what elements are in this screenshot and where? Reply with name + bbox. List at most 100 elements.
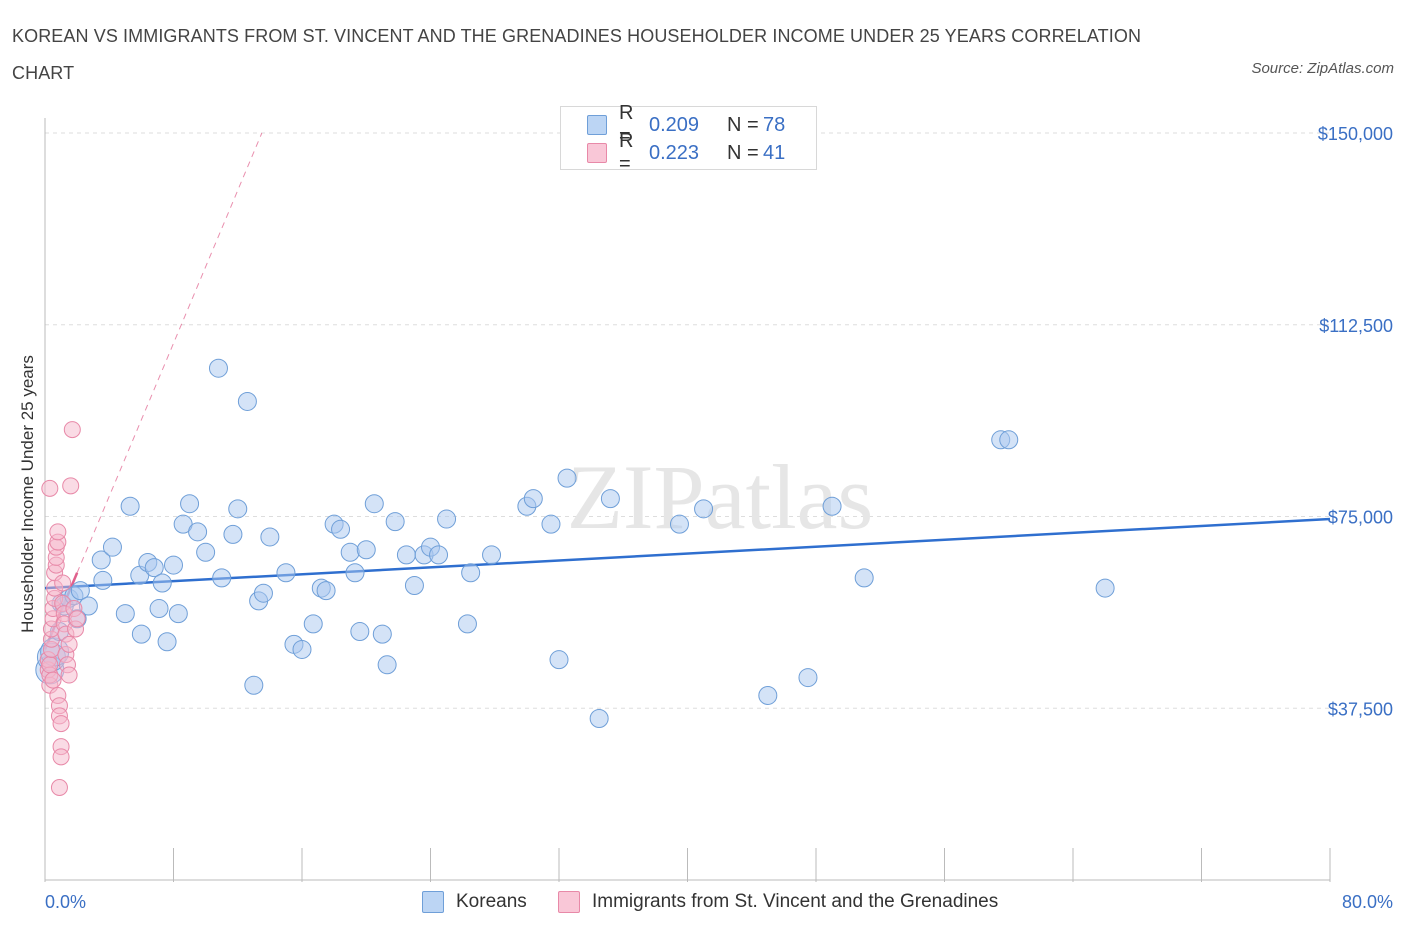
immigrant-point — [62, 477, 80, 495]
korean-point — [1095, 578, 1115, 598]
korean-point — [115, 604, 135, 624]
immigrant-point — [41, 479, 59, 497]
korean-point — [557, 468, 577, 488]
korean-point — [356, 540, 376, 560]
korean-point — [589, 708, 609, 728]
korean-point — [457, 614, 477, 634]
trend-lines — [43, 132, 1331, 650]
korean-point — [549, 650, 569, 670]
korean-point — [404, 576, 424, 596]
korean-point — [461, 563, 481, 583]
n-label: N = — [727, 113, 759, 136]
immigrant-point — [50, 779, 68, 797]
axes — [44, 118, 1331, 882]
immigrants-legend-label: Immigrants from St. Vincent and the Gren… — [592, 891, 999, 912]
korean-point — [93, 570, 113, 590]
immigrant-point — [44, 671, 62, 689]
korean-point — [345, 563, 365, 583]
immigrant-point — [68, 610, 86, 628]
korean-point — [120, 496, 140, 516]
korean-point — [152, 573, 172, 593]
korean-point — [164, 555, 183, 575]
korean-point — [149, 599, 169, 619]
korean-point — [91, 550, 111, 570]
immigrant-point — [52, 748, 70, 766]
korean-point — [523, 489, 543, 509]
korean-point — [212, 568, 232, 588]
korean-point — [822, 496, 842, 516]
korean-point — [276, 563, 296, 583]
korean-point — [244, 675, 264, 695]
n-value-immigrants: 41 — [763, 141, 786, 164]
legend-item-immigrants[interactable]: Immigrants from St. Vincent and the Gren… — [558, 888, 998, 916]
korean-point — [70, 581, 90, 601]
r-value-koreans: 0.209 — [649, 113, 700, 136]
chart-title: KOREAN VS IMMIGRANTS FROM ST. VINCENT AN… — [12, 26, 1142, 83]
korean-point — [482, 545, 502, 565]
korean-point — [223, 524, 243, 544]
legend-row-koreans: R = 0.209 N = 78 — [587, 102, 786, 147]
korean-point — [168, 604, 188, 624]
y-tick-label: $150,000 — [1318, 124, 1393, 144]
immigrants-swatch — [587, 143, 607, 163]
koreans-trend-line — [44, 517, 1331, 590]
korean-point — [102, 537, 122, 557]
korean-point — [396, 545, 416, 565]
immigrant-point — [54, 574, 72, 592]
korean-point — [316, 581, 336, 601]
korean-point — [372, 624, 392, 644]
korean-point — [144, 558, 164, 578]
data-points — [35, 358, 1115, 797]
korean-point — [798, 668, 818, 688]
korean-point — [694, 499, 714, 519]
korean-point — [999, 430, 1019, 450]
y-tick-label: $112,500 — [1319, 316, 1393, 336]
korean-point — [364, 494, 384, 514]
y-tick-label: $75,000 — [1328, 508, 1393, 528]
korean-point — [196, 542, 216, 562]
korean-point — [854, 568, 874, 588]
immigrant-point — [41, 656, 59, 674]
korean-point — [237, 391, 257, 411]
korean-point — [188, 522, 208, 542]
tick-labels: $37,500 $75,000 $112,500 $150,000 0.0% 80.0% — [45, 124, 1393, 912]
immigrants-legend-swatch — [558, 891, 580, 913]
r-value-immigrants: 0.223 — [649, 141, 700, 164]
y-axis-label: Householder Income Under 25 years — [18, 355, 37, 633]
immigrant-point — [49, 523, 67, 541]
immigrant-point — [63, 421, 81, 439]
korean-point — [600, 489, 620, 509]
legend-item-koreans[interactable]: Koreans — [422, 888, 527, 916]
korean-point — [350, 622, 370, 642]
korean-point — [429, 545, 449, 565]
korean-point — [541, 514, 561, 534]
korean-point — [758, 685, 778, 705]
n-label: N = — [727, 141, 759, 164]
korean-point — [260, 527, 280, 547]
korean-point — [157, 632, 177, 652]
immigrant-point — [60, 635, 78, 653]
r-label: R = — [619, 130, 634, 175]
y-tick-label: $37,500 — [1328, 699, 1393, 719]
immigrant-point — [60, 666, 78, 684]
koreans-legend-label: Koreans — [456, 891, 527, 912]
korean-point — [385, 512, 405, 532]
korean-point — [292, 639, 312, 659]
korean-point — [437, 509, 457, 529]
korean-point — [331, 519, 351, 539]
legend-row-immigrants: R = 0.223 N = 41 — [587, 130, 786, 175]
korean-point — [180, 494, 200, 514]
korean-point — [253, 583, 273, 603]
x-tick-label-max: 80.0% — [1342, 892, 1393, 912]
x-tick-label-min: 0.0% — [45, 892, 86, 912]
r-label: R = — [619, 102, 634, 147]
korean-point — [303, 614, 323, 634]
koreans-legend-swatch — [422, 891, 444, 913]
immigrants-trend-extension — [76, 132, 263, 573]
korean-point — [669, 514, 689, 534]
korean-point — [208, 358, 228, 378]
korean-point — [131, 624, 151, 644]
n-value-koreans: 78 — [763, 113, 786, 136]
korean-point — [228, 499, 248, 519]
